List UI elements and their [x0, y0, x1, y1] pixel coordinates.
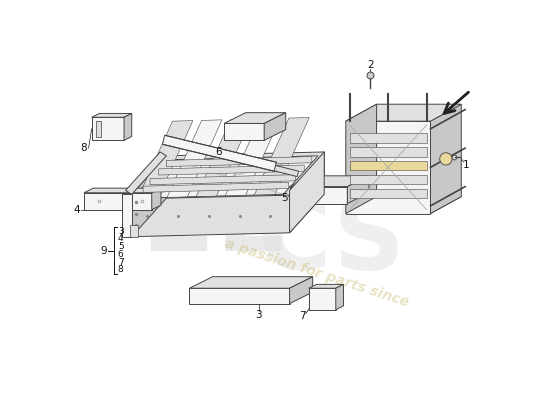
Polygon shape [196, 119, 251, 197]
Polygon shape [150, 175, 295, 185]
Polygon shape [290, 176, 369, 186]
Polygon shape [152, 188, 161, 210]
Polygon shape [92, 117, 124, 140]
Polygon shape [264, 113, 286, 140]
Polygon shape [166, 152, 324, 198]
Polygon shape [132, 190, 290, 237]
Text: 3: 3 [118, 227, 124, 236]
Polygon shape [189, 144, 299, 176]
Polygon shape [96, 121, 101, 136]
Text: CS: CS [258, 194, 405, 290]
Polygon shape [336, 284, 343, 310]
Polygon shape [290, 186, 348, 204]
Polygon shape [166, 156, 312, 166]
Polygon shape [346, 121, 431, 214]
Circle shape [440, 153, 452, 165]
Polygon shape [431, 104, 461, 214]
Polygon shape [350, 175, 427, 184]
Polygon shape [346, 104, 461, 121]
Polygon shape [254, 118, 309, 195]
Polygon shape [189, 277, 312, 288]
Text: 1: 1 [463, 160, 469, 170]
Text: 9: 9 [100, 246, 107, 256]
Polygon shape [159, 165, 304, 175]
Polygon shape [225, 118, 280, 196]
Polygon shape [290, 152, 324, 233]
Polygon shape [350, 189, 427, 198]
Polygon shape [290, 277, 312, 304]
Polygon shape [346, 197, 461, 214]
Polygon shape [350, 134, 427, 143]
Polygon shape [346, 104, 377, 214]
Polygon shape [189, 288, 290, 304]
Polygon shape [92, 114, 132, 117]
Text: 4: 4 [73, 205, 80, 215]
Polygon shape [84, 188, 161, 193]
Polygon shape [125, 152, 166, 194]
Polygon shape [348, 176, 369, 204]
Polygon shape [350, 147, 427, 156]
Polygon shape [350, 161, 427, 170]
Text: 7: 7 [299, 311, 306, 321]
Polygon shape [84, 193, 152, 210]
Polygon shape [309, 284, 343, 288]
Text: a passion for parts since: a passion for parts since [223, 236, 410, 309]
Polygon shape [309, 288, 336, 310]
Text: 3: 3 [255, 310, 262, 320]
Polygon shape [138, 121, 193, 198]
Text: EL: EL [141, 168, 284, 274]
Polygon shape [138, 156, 318, 198]
Text: 6: 6 [118, 250, 124, 259]
Polygon shape [290, 152, 324, 233]
Polygon shape [124, 114, 132, 140]
Text: 5: 5 [118, 242, 124, 251]
Polygon shape [132, 156, 166, 237]
Text: 8: 8 [118, 265, 124, 274]
Polygon shape [123, 194, 132, 237]
Text: 8: 8 [81, 143, 87, 153]
Text: 7: 7 [118, 258, 124, 266]
Text: 5: 5 [281, 193, 288, 203]
Polygon shape [163, 135, 276, 171]
Text: 4: 4 [118, 234, 124, 244]
Text: 2: 2 [367, 60, 374, 70]
Text: 6: 6 [216, 147, 222, 157]
Polygon shape [167, 120, 222, 197]
Polygon shape [130, 225, 138, 237]
Polygon shape [224, 113, 286, 124]
Polygon shape [143, 182, 289, 192]
Polygon shape [224, 124, 264, 140]
